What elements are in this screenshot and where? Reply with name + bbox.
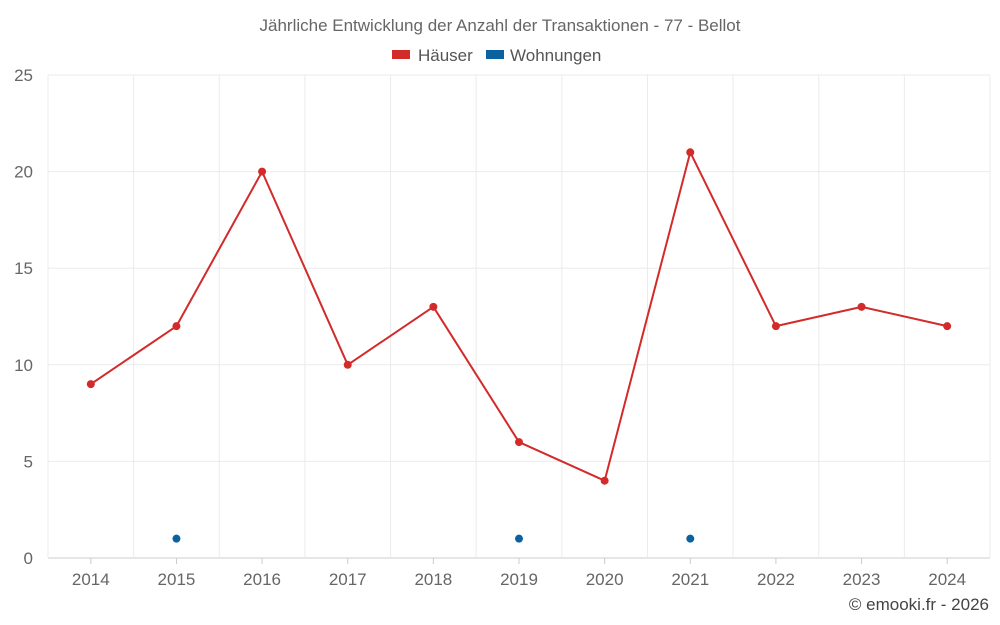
data-point-haeuser-2021[interactable] — [686, 148, 695, 157]
legend-label-haeuser: Häuser — [418, 46, 473, 65]
data-point-haeuser-2014[interactable] — [86, 380, 95, 389]
chart-title: Jährliche Entwicklung der Anzahl der Tra… — [260, 16, 741, 35]
legend-item-haeuser[interactable]: Häuser — [392, 46, 473, 65]
y-tick-label: 0 — [24, 549, 33, 568]
data-point-wohnungen-2015[interactable] — [172, 534, 181, 543]
legend: Häuser Wohnungen — [392, 46, 601, 65]
legend-swatch-wohnungen — [486, 50, 504, 59]
data-point-wohnungen-2019[interactable] — [515, 534, 523, 543]
x-tick-label: 2018 — [414, 570, 452, 589]
x-tick-label: 2017 — [329, 570, 367, 589]
x-axis: 2014 2015 2016 2017 2018 2019 2020 2021 2022 2023… — [72, 558, 966, 589]
legend-item-wohnungen[interactable]: Wohnungen — [486, 46, 601, 65]
data-point-haeuser-2018[interactable] — [429, 302, 438, 311]
data-point-haeuser-2015[interactable] — [172, 322, 181, 331]
x-tick-label: 2020 — [586, 570, 624, 589]
x-tick-label: 2024 — [928, 570, 966, 589]
x-tick-label: 2021 — [671, 570, 709, 589]
data-point-haeuser-2023[interactable] — [857, 302, 866, 311]
data-point-haeuser-2020[interactable] — [600, 476, 609, 485]
data-point-haeuser-2024[interactable] — [943, 322, 952, 331]
x-tick-label: 2016 — [243, 570, 281, 589]
legend-swatch-haeuser — [392, 50, 410, 59]
credit-text: © emooki.fr - 2026 — [849, 595, 989, 614]
x-tick-label: 2019 — [500, 570, 538, 589]
y-axis: 0 5 10 15 20 25 — [14, 66, 33, 568]
data-point-haeuser-2019[interactable] — [515, 438, 523, 447]
data-point-haeuser-2022[interactable] — [771, 322, 780, 331]
x-tick-label: 2014 — [72, 570, 110, 589]
y-tick-label: 25 — [14, 66, 33, 85]
data-point-haeuser-2016[interactable] — [258, 167, 267, 176]
grid — [47, 74, 991, 559]
data-point-wohnungen-2021[interactable] — [686, 534, 695, 543]
y-tick-label: 5 — [24, 452, 33, 471]
x-tick-label: 2015 — [158, 570, 196, 589]
y-tick-label: 15 — [14, 259, 33, 278]
y-tick-label: 10 — [14, 356, 33, 375]
y-tick-label: 20 — [14, 163, 33, 182]
legend-label-wohnungen: Wohnungen — [510, 46, 601, 65]
x-tick-label: 2022 — [757, 570, 795, 589]
series-layer — [86, 148, 952, 543]
data-point-haeuser-2017[interactable] — [343, 360, 352, 369]
x-tick-label: 2023 — [843, 570, 881, 589]
